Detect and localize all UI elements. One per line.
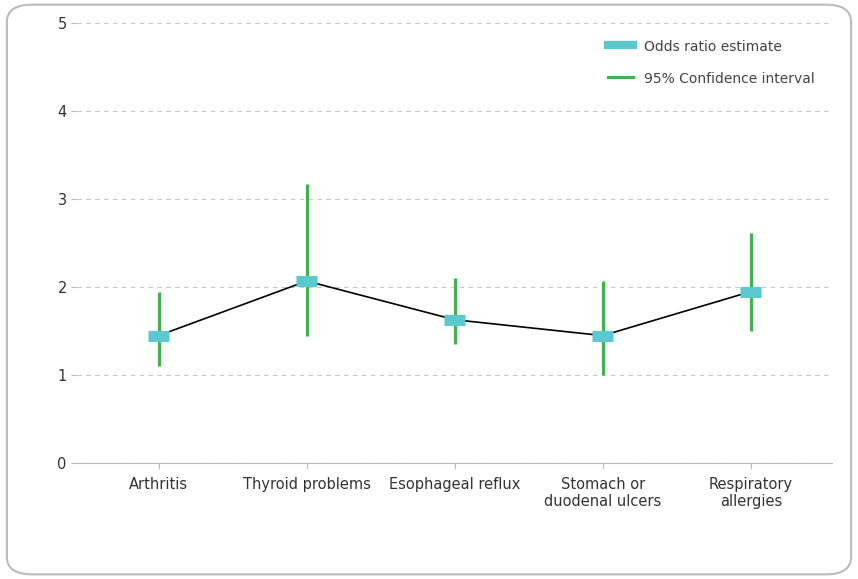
Legend: Odds ratio estimate, 95% Confidence interval: Odds ratio estimate, 95% Confidence inte… (601, 32, 822, 93)
